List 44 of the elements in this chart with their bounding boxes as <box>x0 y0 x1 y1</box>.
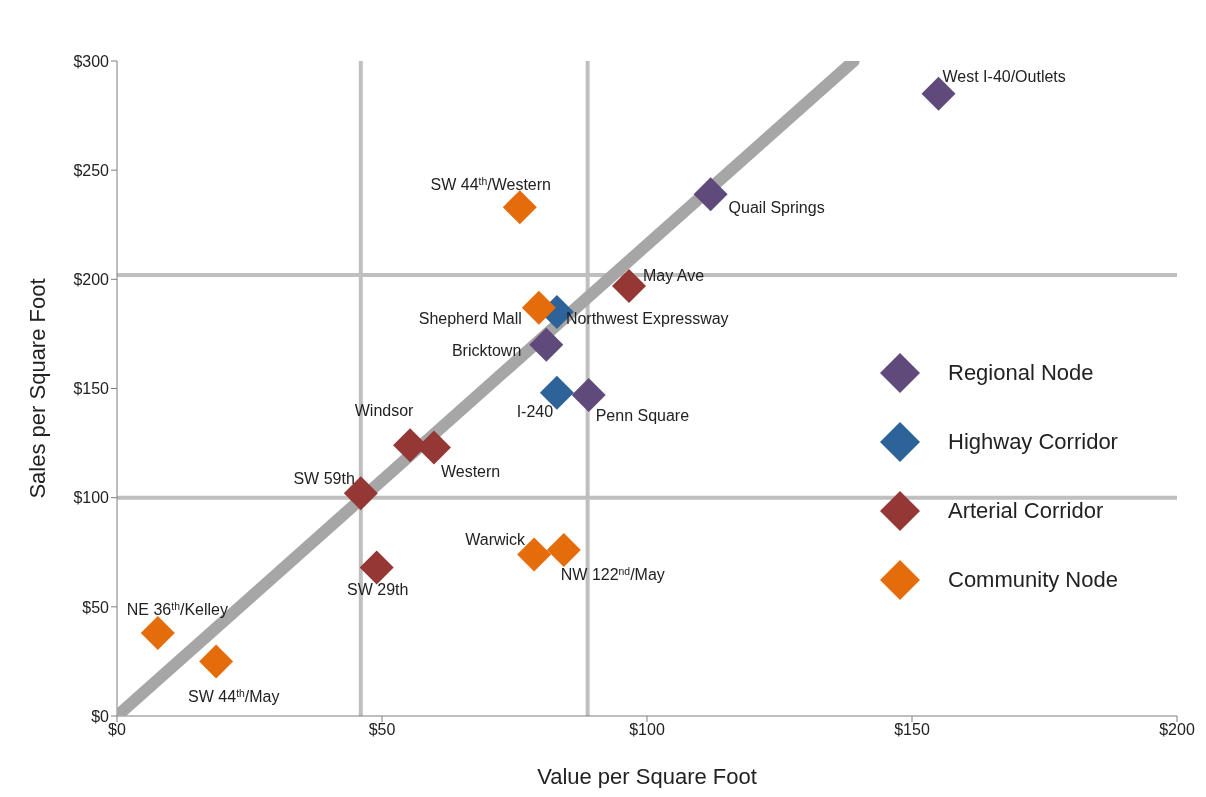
annotation: SW 29th <box>347 580 409 598</box>
legend-label: Highway Corridor <box>948 428 1118 455</box>
point <box>611 268 646 303</box>
y-tick-label: $100 <box>73 489 110 507</box>
y-tick-label: $50 <box>82 598 110 616</box>
y-axis-title: Sales per Square Foot <box>24 278 50 499</box>
annotation: NW 122$^{nd}$/May <box>560 565 665 584</box>
x-tick-label: $0 <box>108 721 126 739</box>
x-tick-label: $150 <box>894 721 930 739</box>
annotation: Warwick <box>465 531 527 549</box>
annotation: SW 44$^{th}$/May <box>188 687 280 706</box>
point <box>529 327 564 362</box>
annotation: I-240 <box>516 402 554 420</box>
x-tick-label: $50 <box>368 721 396 739</box>
legend-label: Community Node <box>948 566 1118 593</box>
point <box>521 290 556 325</box>
annotation: Western <box>440 463 501 481</box>
annotation: Shepherd Mall <box>418 309 522 327</box>
annotation: SW 59th <box>293 470 355 488</box>
point <box>359 550 394 585</box>
annotation: Windsor <box>354 402 415 420</box>
y-tick-label: $250 <box>73 161 110 179</box>
y-tick-label: $300 <box>73 52 110 70</box>
annotation: Northwest Expressway <box>565 310 729 328</box>
annotation: Penn Square <box>595 407 690 425</box>
point <box>502 190 537 225</box>
annotation: NE 36$^{th}$/Kelley <box>126 600 228 619</box>
annotation: SW 44$^{th}$/Western <box>430 175 552 194</box>
y-tick-label: $150 <box>73 380 110 398</box>
annotation: May Ave <box>642 266 705 284</box>
legend-label: Arterial Corridor <box>948 497 1104 524</box>
annotation: Bricktown <box>451 341 522 359</box>
y-tick-label: $200 <box>73 271 110 289</box>
x-tick-label: $100 <box>629 721 665 739</box>
point <box>140 616 175 651</box>
point <box>693 177 728 212</box>
point <box>199 644 234 679</box>
annotation: West I-40/Outlets <box>942 67 1066 85</box>
legend-label: Regional Node <box>948 359 1094 386</box>
x-axis-title: Value per Square Foot <box>537 764 757 789</box>
y-tick-label: $0 <box>91 707 110 725</box>
annotation: Quail Springs <box>728 199 825 217</box>
point <box>546 533 581 568</box>
x-tick-label: $200 <box>1159 721 1195 739</box>
